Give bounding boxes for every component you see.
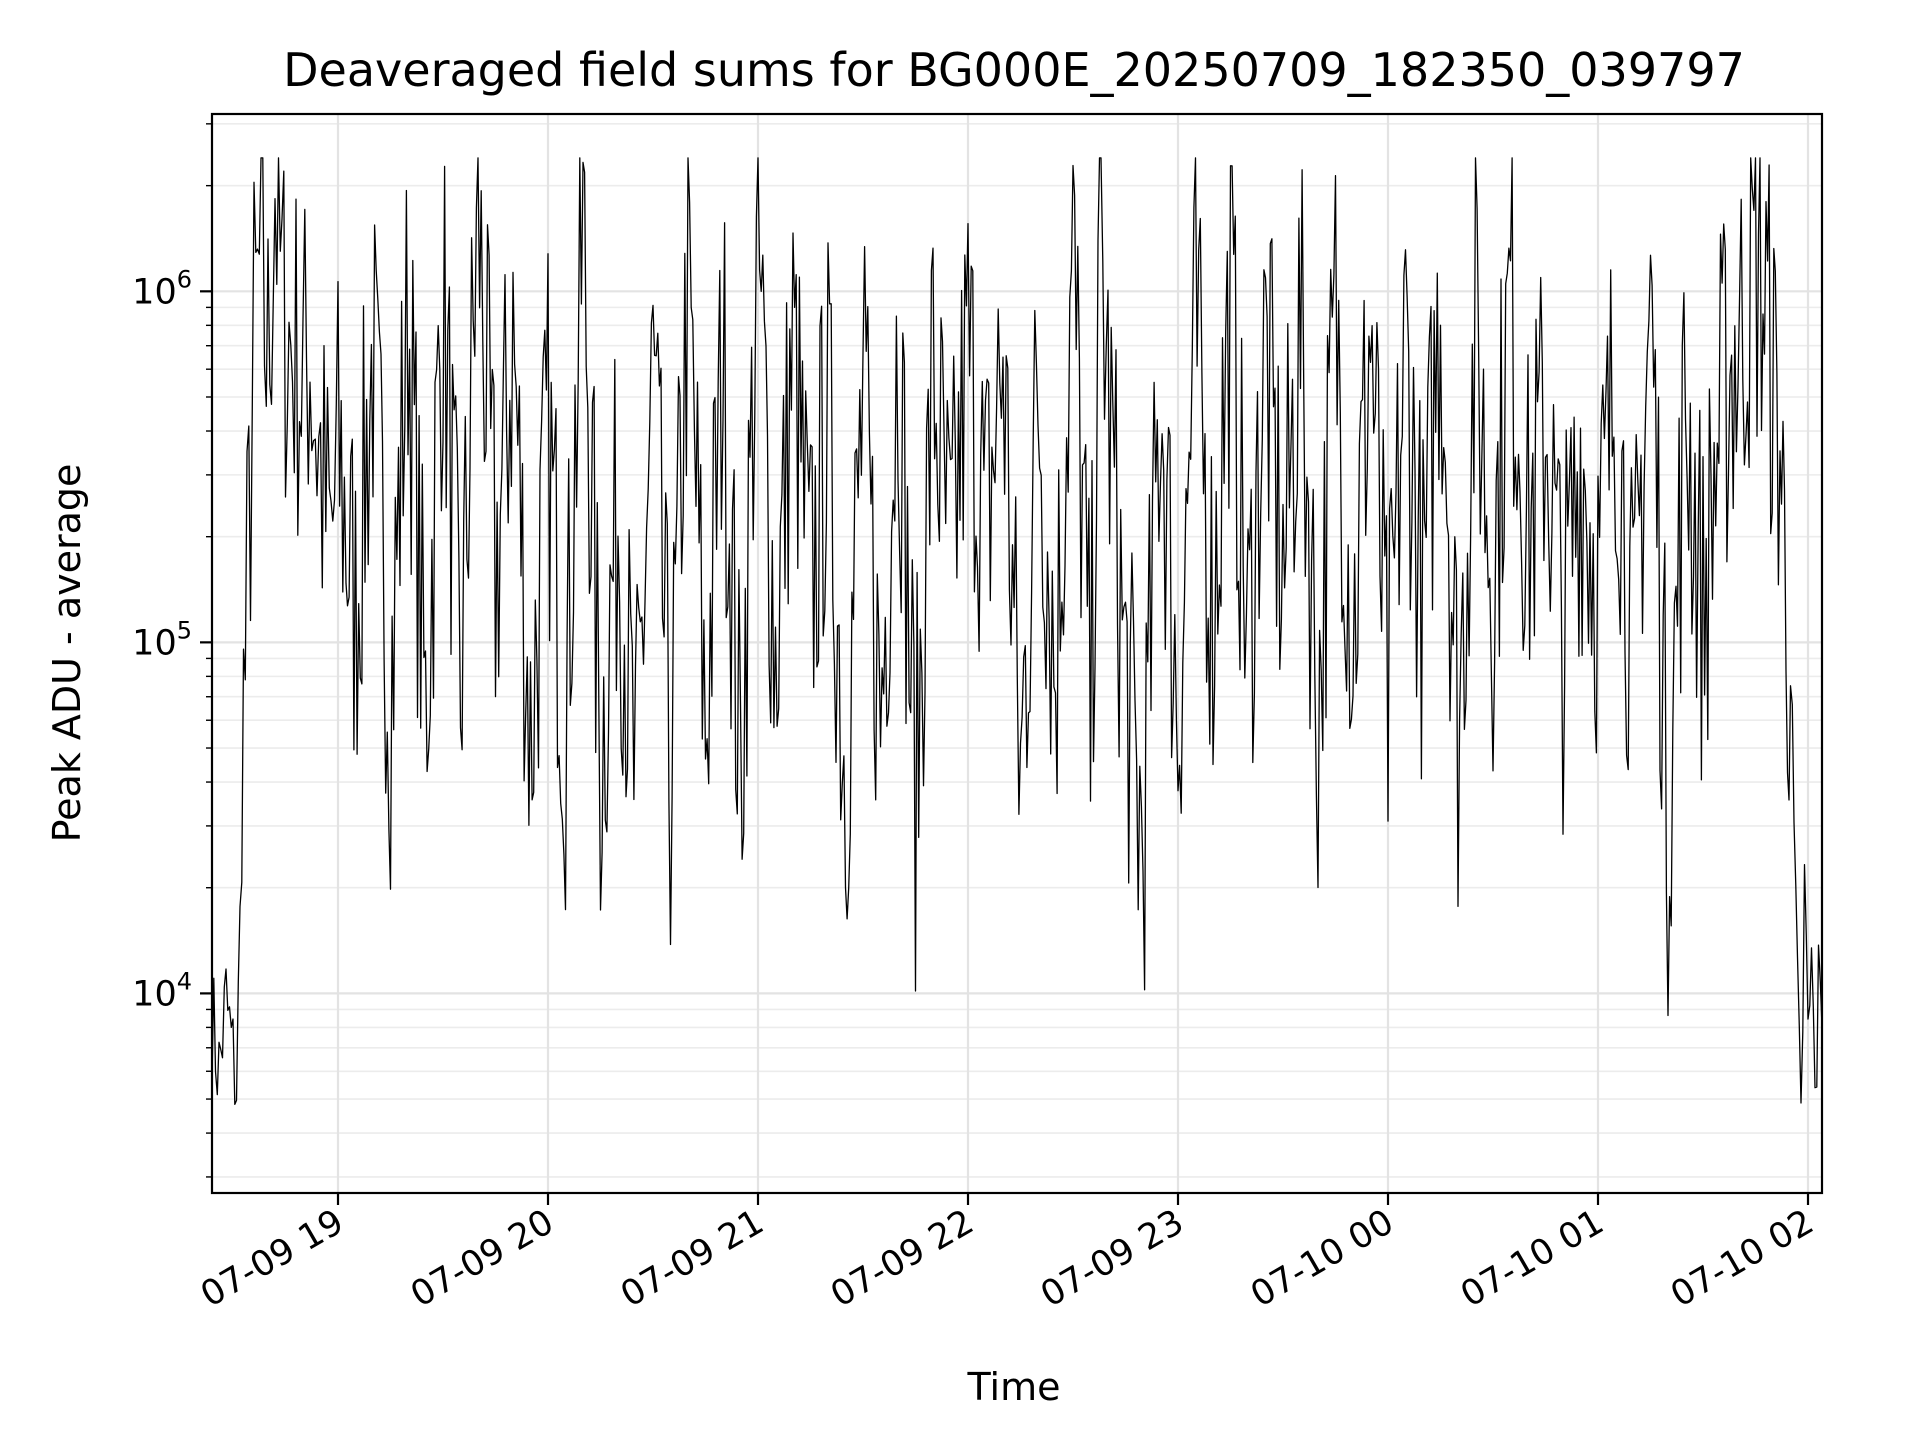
x-tick-label: 07-09 21 xyxy=(614,1202,770,1315)
y-tick-label: 105 xyxy=(132,616,192,663)
x-tick-label: 07-10 01 xyxy=(1454,1202,1610,1315)
y-axis: 104 105 106 xyxy=(132,123,212,1178)
x-axis-label: Time xyxy=(967,1365,1061,1409)
x-tick-label: 07-09 20 xyxy=(404,1202,560,1315)
y-tick-label: 104 xyxy=(132,967,192,1014)
chart-title: Deaveraged field sums for BG000E_2025070… xyxy=(283,43,1745,97)
x-tick-label: 07-09 23 xyxy=(1034,1202,1190,1315)
y-axis-label: Peak ADU - average xyxy=(45,464,89,843)
x-axis: 07-09 19 07-09 20 07-09 21 07-09 22 07-09 23… xyxy=(194,1193,1821,1315)
plot-frame xyxy=(210,112,1824,1195)
y-tick-label: 106 xyxy=(132,265,192,312)
series-line xyxy=(211,157,1823,1106)
x-tick-label: 07-09 19 xyxy=(194,1202,350,1315)
x-tick-label: 07-10 02 xyxy=(1664,1202,1820,1315)
x-tick-label: 07-09 22 xyxy=(824,1202,980,1315)
x-tick-label: 07-10 00 xyxy=(1244,1202,1400,1315)
